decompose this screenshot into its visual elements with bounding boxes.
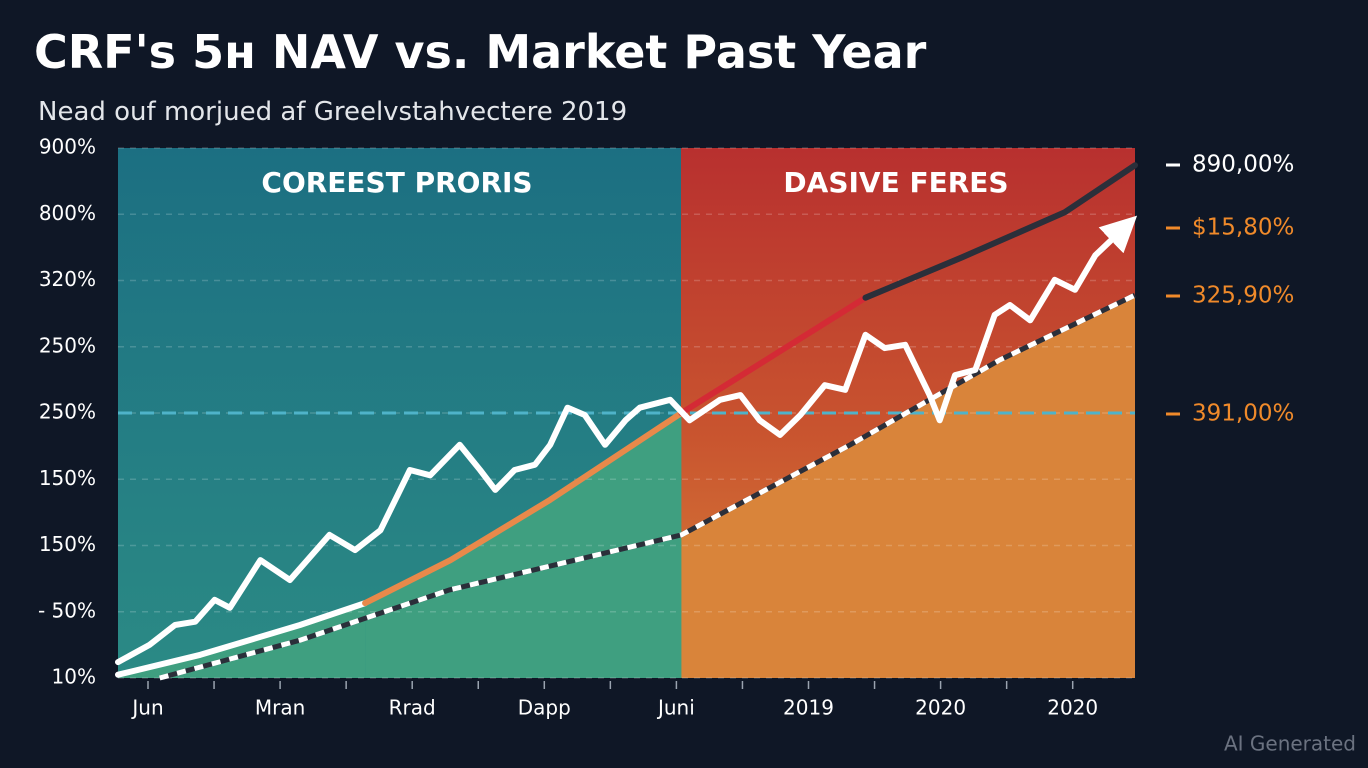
x-tick-label: 2020 (1047, 696, 1098, 720)
y-tick-label: 900% (39, 135, 96, 159)
annotation: 391,00% (1192, 401, 1294, 427)
x-tick-label: 2019 (783, 696, 834, 720)
area (118, 603, 366, 678)
y-tick-label: 150% (39, 532, 96, 556)
region-label: DASIVE FERES (783, 166, 1008, 199)
line (678, 294, 869, 416)
x-tick-label: Rrad (389, 696, 436, 720)
x-tick-label: Dapp (518, 696, 571, 720)
line (115, 600, 369, 678)
y-tick-label: 150% (39, 466, 96, 490)
line (362, 410, 685, 607)
x-tick-label: 2020 (915, 696, 966, 720)
line (115, 215, 1138, 666)
y-tick-label: 800% (39, 201, 96, 225)
line (159, 292, 1137, 681)
annotation: 890,00% (1192, 152, 1294, 178)
x-tick-label: Juni (656, 696, 695, 720)
chart-subtitle: Nead ouf morjued af Greelvstahvectere 20… (38, 97, 627, 127)
area (681, 295, 1135, 678)
y-tick-label: 320% (39, 267, 96, 291)
y-tick-label: 250% (39, 333, 96, 357)
x-tick-label: Mran (255, 696, 305, 720)
annotation: 325,90% (1192, 283, 1294, 309)
y-tick-label: - 50% (38, 598, 96, 622)
watermark: AI Generated (1224, 732, 1356, 756)
y-tick-label: 10% (52, 665, 96, 689)
line (862, 162, 1138, 301)
y-tick-label: 250% (39, 400, 96, 424)
x-tick-label: Jun (130, 696, 163, 720)
annotation: $15,80% (1192, 215, 1294, 241)
region-label: COREEST PRORIS (261, 166, 532, 199)
chart-title: CRF's 5ʜ NAV vs. Market Past Year (34, 25, 927, 79)
area (365, 413, 682, 678)
